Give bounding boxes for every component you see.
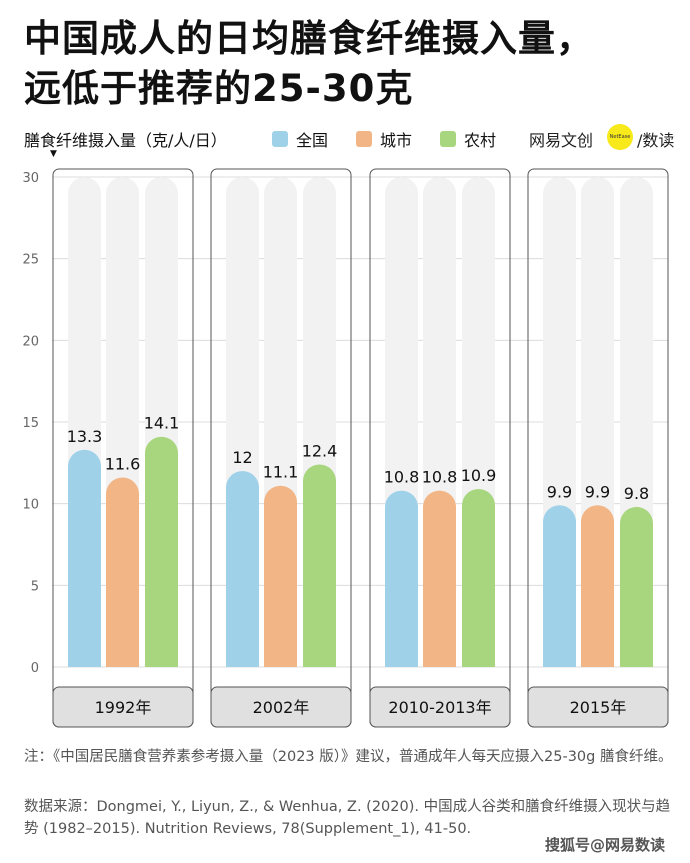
x-tick-label: 2015年: [570, 698, 627, 717]
bar: [423, 490, 456, 667]
chart-title: 中国成人的日均膳食纤维摄入量， 远低于推荐的25-30克: [24, 14, 674, 114]
data-label: 12: [232, 448, 252, 467]
data-label: 14.1: [144, 414, 180, 433]
bar: [68, 449, 101, 667]
bar-base: [620, 650, 653, 667]
bar-base: [264, 650, 297, 667]
bar-base: [385, 650, 418, 667]
bar: [462, 488, 495, 667]
netease-logo-icon: NetEase: [607, 124, 633, 150]
data-label: 11.1: [263, 463, 299, 482]
legend-label-urban: 城市: [380, 131, 413, 150]
data-label: 10.8: [422, 468, 458, 487]
bar-base: [145, 650, 178, 667]
bar: [543, 505, 576, 667]
year-label-box: [369, 686, 511, 728]
bar-base: [581, 650, 614, 667]
legend-item-urban: 城市: [356, 127, 412, 151]
y-tick-label-20: 20: [22, 334, 39, 349]
title-line-1: 中国成人的日均膳食纤维摄入量，: [24, 17, 594, 60]
legend: 膳食纤维摄入量（克/人/日） ▼ 全国 城市 农村 网易文创 NetEase /…: [24, 124, 675, 159]
legend-swatch-national: [272, 131, 288, 147]
down-arrow-icon: ▼: [50, 149, 57, 159]
brand-name: 网易文创: [529, 131, 594, 150]
bar-base: [68, 650, 101, 667]
bar: [385, 490, 418, 667]
data-label: 10.8: [384, 468, 420, 487]
title-line-2: 远低于推荐的25-30克: [24, 67, 414, 110]
y-axis-unit-label: 膳食纤维摄入量（克/人/日）: [24, 131, 227, 150]
legend-label-rural: 农村: [464, 131, 497, 150]
bar-chart: 0 5 10 15 20 25 30 1992年 13.311.6 14.1 2002年 12 11.1…: [22, 168, 669, 728]
y-tick-label-10: 10: [22, 498, 39, 513]
data-label: 10.9: [461, 466, 497, 485]
y-tick-label-0: 0: [31, 661, 39, 676]
data-label: 13.3: [67, 427, 103, 446]
legend-label-national: 全国: [296, 131, 329, 150]
bar-base: [303, 650, 336, 667]
bar: [145, 436, 178, 667]
data-label: 11.6: [105, 455, 141, 474]
bar-base: [106, 650, 139, 667]
x-tick-label: 2002年: [253, 698, 310, 717]
bar: [620, 506, 653, 667]
y-tick-label-30: 30: [22, 171, 39, 186]
legend-swatch-urban: [356, 131, 372, 147]
y-tick-label-15: 15: [22, 416, 39, 431]
data-source: 数据来源：Dongmei, Y., Liyun, Z., & Wenhua, Z…: [24, 799, 671, 837]
bar: [106, 477, 139, 667]
year-label-box: [210, 686, 352, 728]
year-label-box: [527, 686, 669, 728]
watermark: 搜狐号@网易数读: [545, 836, 666, 854]
legend-swatch-rural: [440, 131, 456, 147]
x-tick-label: 1992年: [95, 698, 152, 717]
data-label: 9.9: [585, 482, 610, 501]
bar-base: [462, 650, 495, 667]
year-label-box: [52, 686, 194, 728]
footnote: 注：《中国居民膳食营养素参考摄入量（2023 版）》建议，普通成年人每天应摄入2…: [24, 749, 673, 765]
x-tick-label: 2010-2013年: [388, 698, 491, 717]
legend-item-rural: 农村: [440, 127, 496, 151]
bar: [264, 485, 297, 667]
data-label: 12.4: [302, 441, 338, 460]
bar: [226, 471, 259, 667]
y-tick-label-25: 25: [22, 253, 39, 268]
y-tick-label-5: 5: [31, 579, 39, 594]
bar-base: [423, 650, 456, 667]
bar: [581, 505, 614, 667]
bar-base: [543, 650, 576, 667]
data-label: 9.8: [624, 484, 649, 503]
legend-item-national: 全国: [272, 127, 328, 151]
bar-base: [226, 650, 259, 667]
brand-suffix: /数读: [637, 131, 675, 150]
bar: [303, 464, 336, 667]
data-label: 9.9: [547, 482, 572, 501]
